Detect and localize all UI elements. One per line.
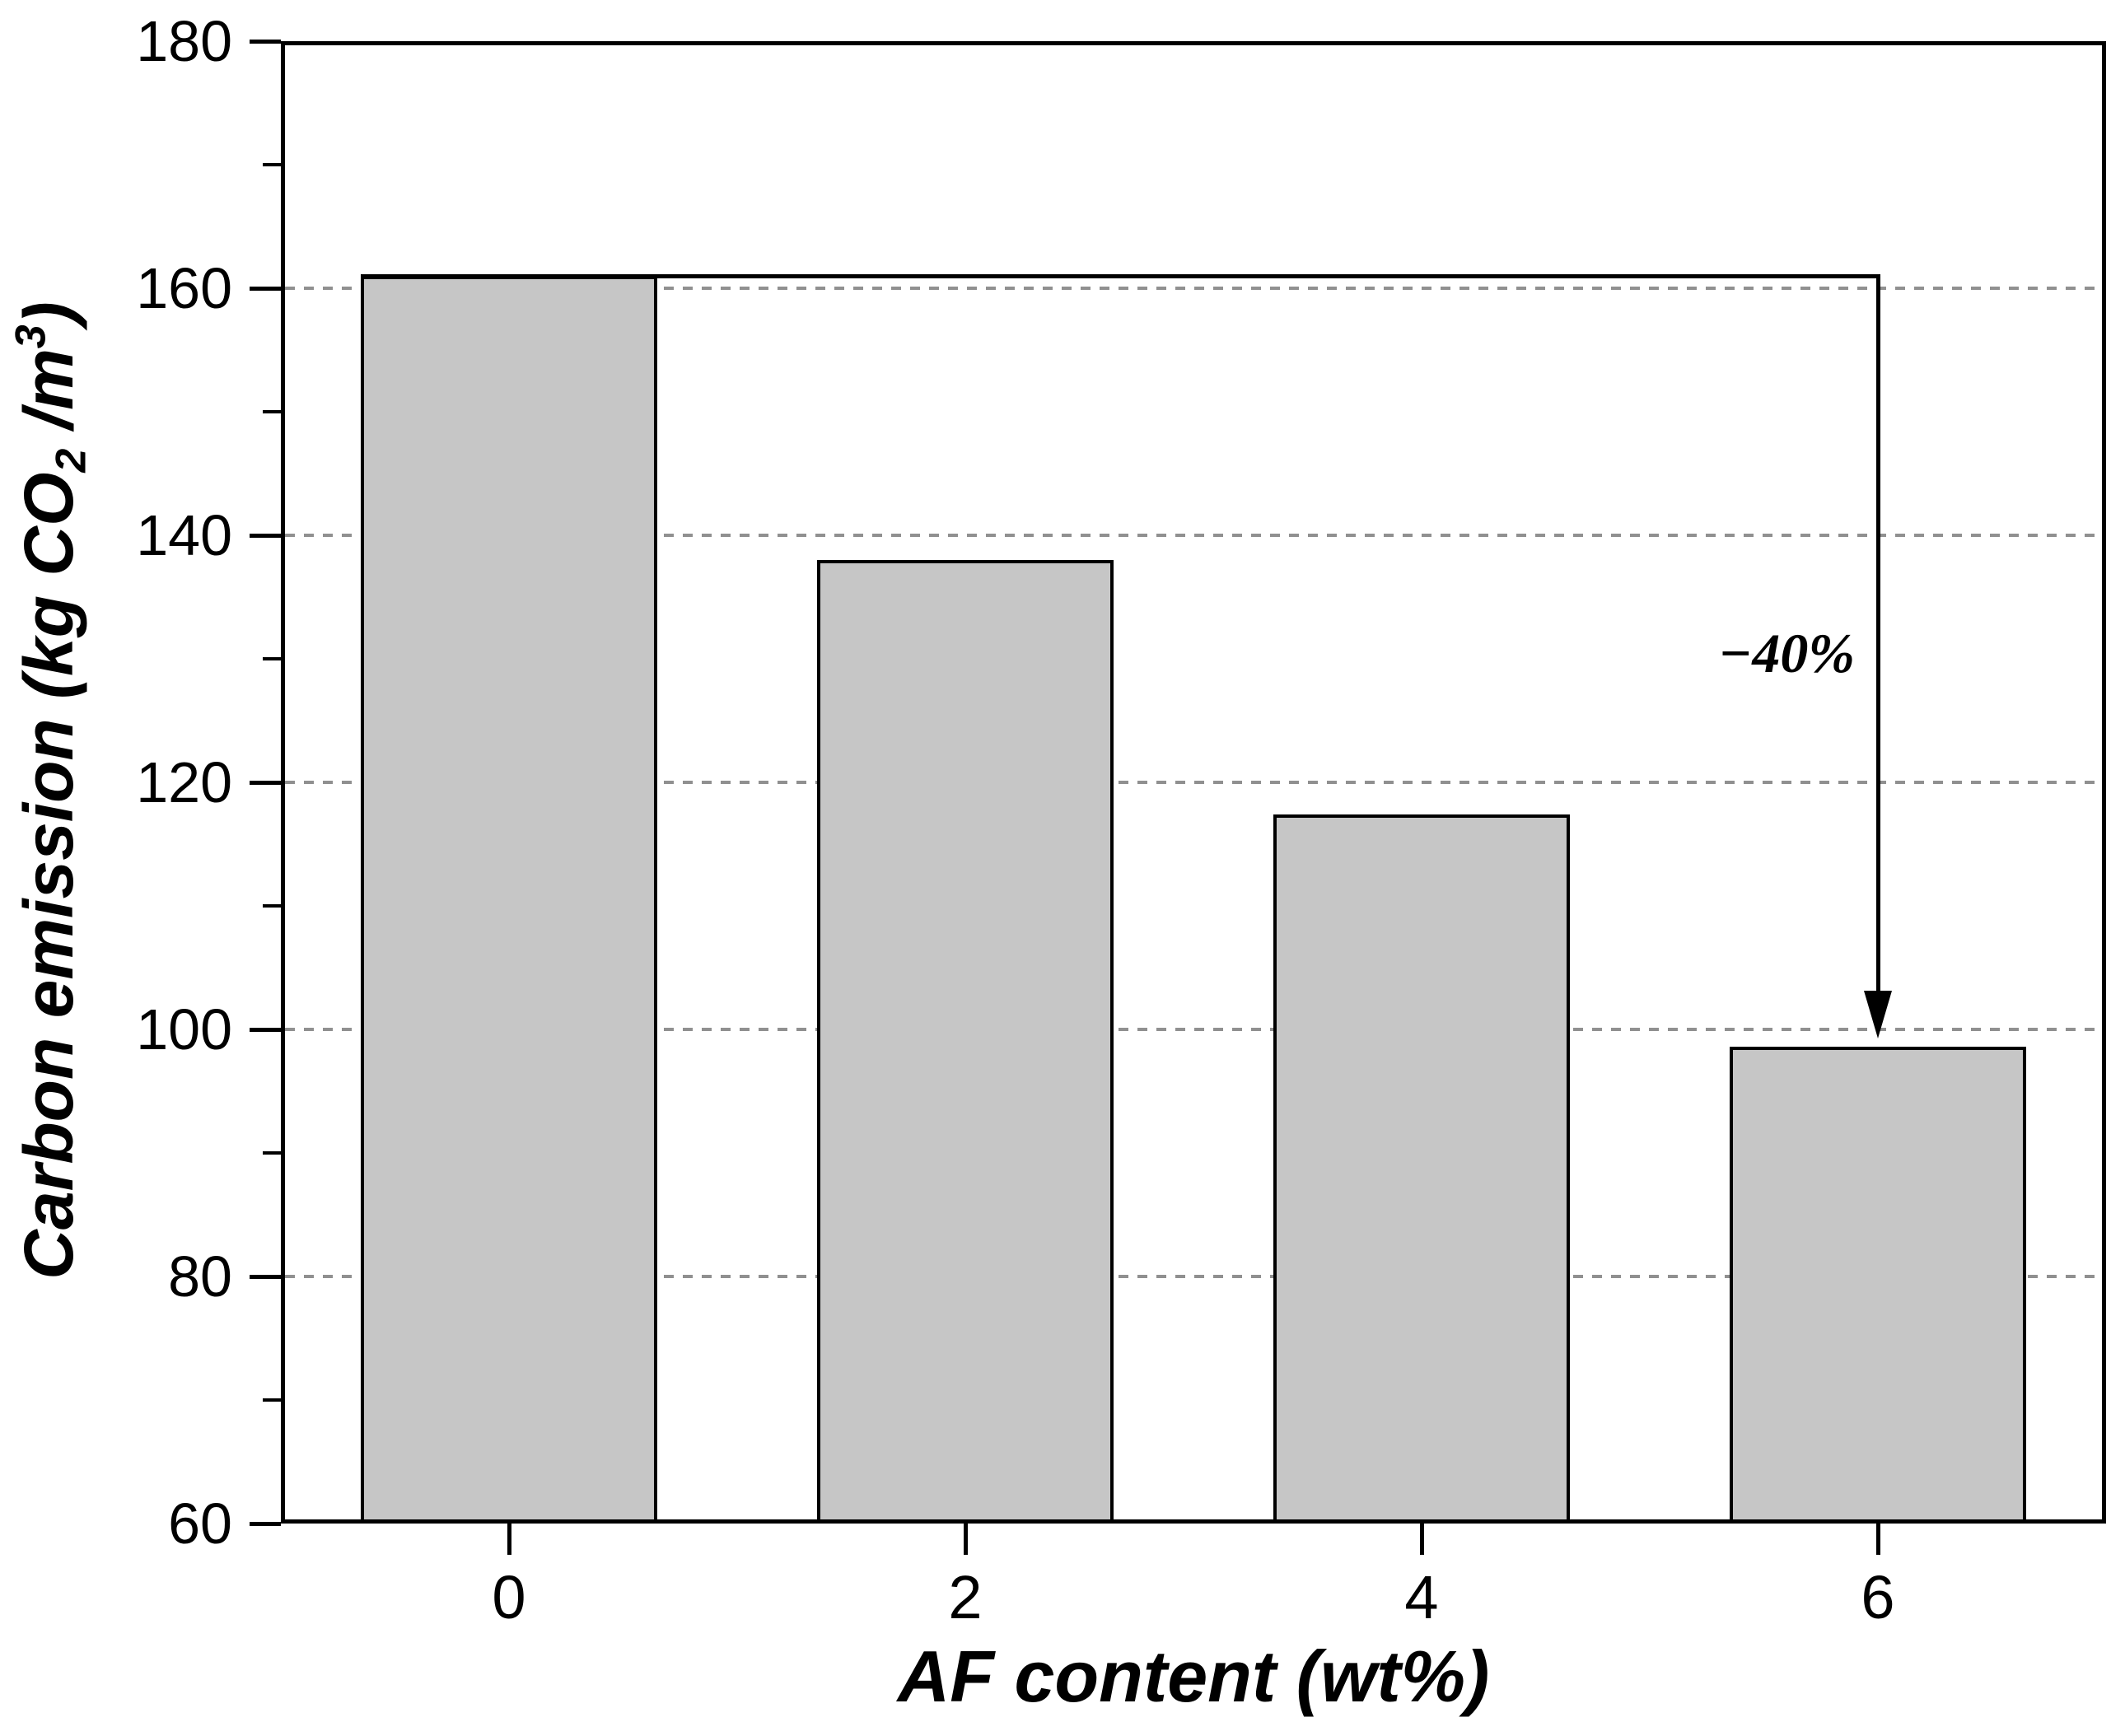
bar-af-2: [817, 560, 1114, 1524]
y-major-tick-160: [250, 286, 281, 291]
x-tick-label-0: 0: [492, 1563, 526, 1631]
y-major-tick-60: [250, 1521, 281, 1526]
y-major-tick-80: [250, 1274, 281, 1279]
y-major-tick-140: [250, 533, 281, 538]
x-axis-title: AF content (wt%): [897, 1636, 1490, 1717]
annotation-vertical-line: [1875, 273, 1880, 996]
x-tick-0: [507, 1524, 511, 1555]
y-major-tick-100: [250, 1027, 281, 1032]
y-tick-label-180: 180: [136, 9, 232, 73]
y-minor-tick-90: [263, 1151, 281, 1155]
y-axis-title-subscript: 2: [47, 448, 96, 473]
y-tick-label-80: 80: [168, 1244, 232, 1309]
annotation-arrowhead: [1864, 991, 1892, 1038]
y-axis-title: Carbon emission (kg CO2 /m3): [0, 301, 108, 1279]
y-axis-title-mid: /m: [9, 348, 87, 449]
y-tick-label-140: 140: [136, 503, 232, 567]
y-major-tick-120: [250, 780, 281, 785]
x-tick-4: [1419, 1524, 1424, 1555]
x-tick-6: [1875, 1524, 1880, 1555]
bar-af-4: [1273, 814, 1570, 1524]
y-axis-title-close: ): [9, 301, 87, 325]
y-minor-tick-130: [263, 657, 281, 660]
y-minor-tick-70: [263, 1398, 281, 1402]
x-tick-label-2: 2: [948, 1563, 983, 1631]
y-major-tick-180: [250, 39, 281, 44]
annotation-label: −40%: [1718, 622, 1855, 684]
y-minor-tick-170: [263, 163, 281, 166]
bar-af-6: [1730, 1047, 2026, 1524]
gridline-y-80: [285, 1275, 2102, 1278]
y-tick-label-60: 60: [168, 1491, 232, 1556]
gridline-y-120: [285, 781, 2102, 784]
x-tick-2: [963, 1524, 968, 1555]
gridline-y-100: [285, 1028, 2102, 1031]
x-tick-label-6: 6: [1861, 1563, 1895, 1631]
bar-af-0: [361, 276, 657, 1524]
y-minor-tick-110: [263, 904, 281, 908]
y-minor-tick-150: [263, 410, 281, 413]
gridline-y-140: [285, 534, 2102, 537]
y-tick-label-120: 120: [136, 750, 232, 814]
y-tick-label-160: 160: [136, 256, 232, 320]
y-axis-title-text: Carbon emission (kg CO: [9, 472, 87, 1280]
x-tick-label-4: 4: [1404, 1563, 1439, 1631]
gridline-y-160: [285, 287, 2102, 290]
y-tick-label-100: 100: [136, 997, 232, 1062]
y-axis-title-superscript: 3: [7, 324, 55, 349]
annotation-horizontal-line: [361, 273, 1878, 278]
